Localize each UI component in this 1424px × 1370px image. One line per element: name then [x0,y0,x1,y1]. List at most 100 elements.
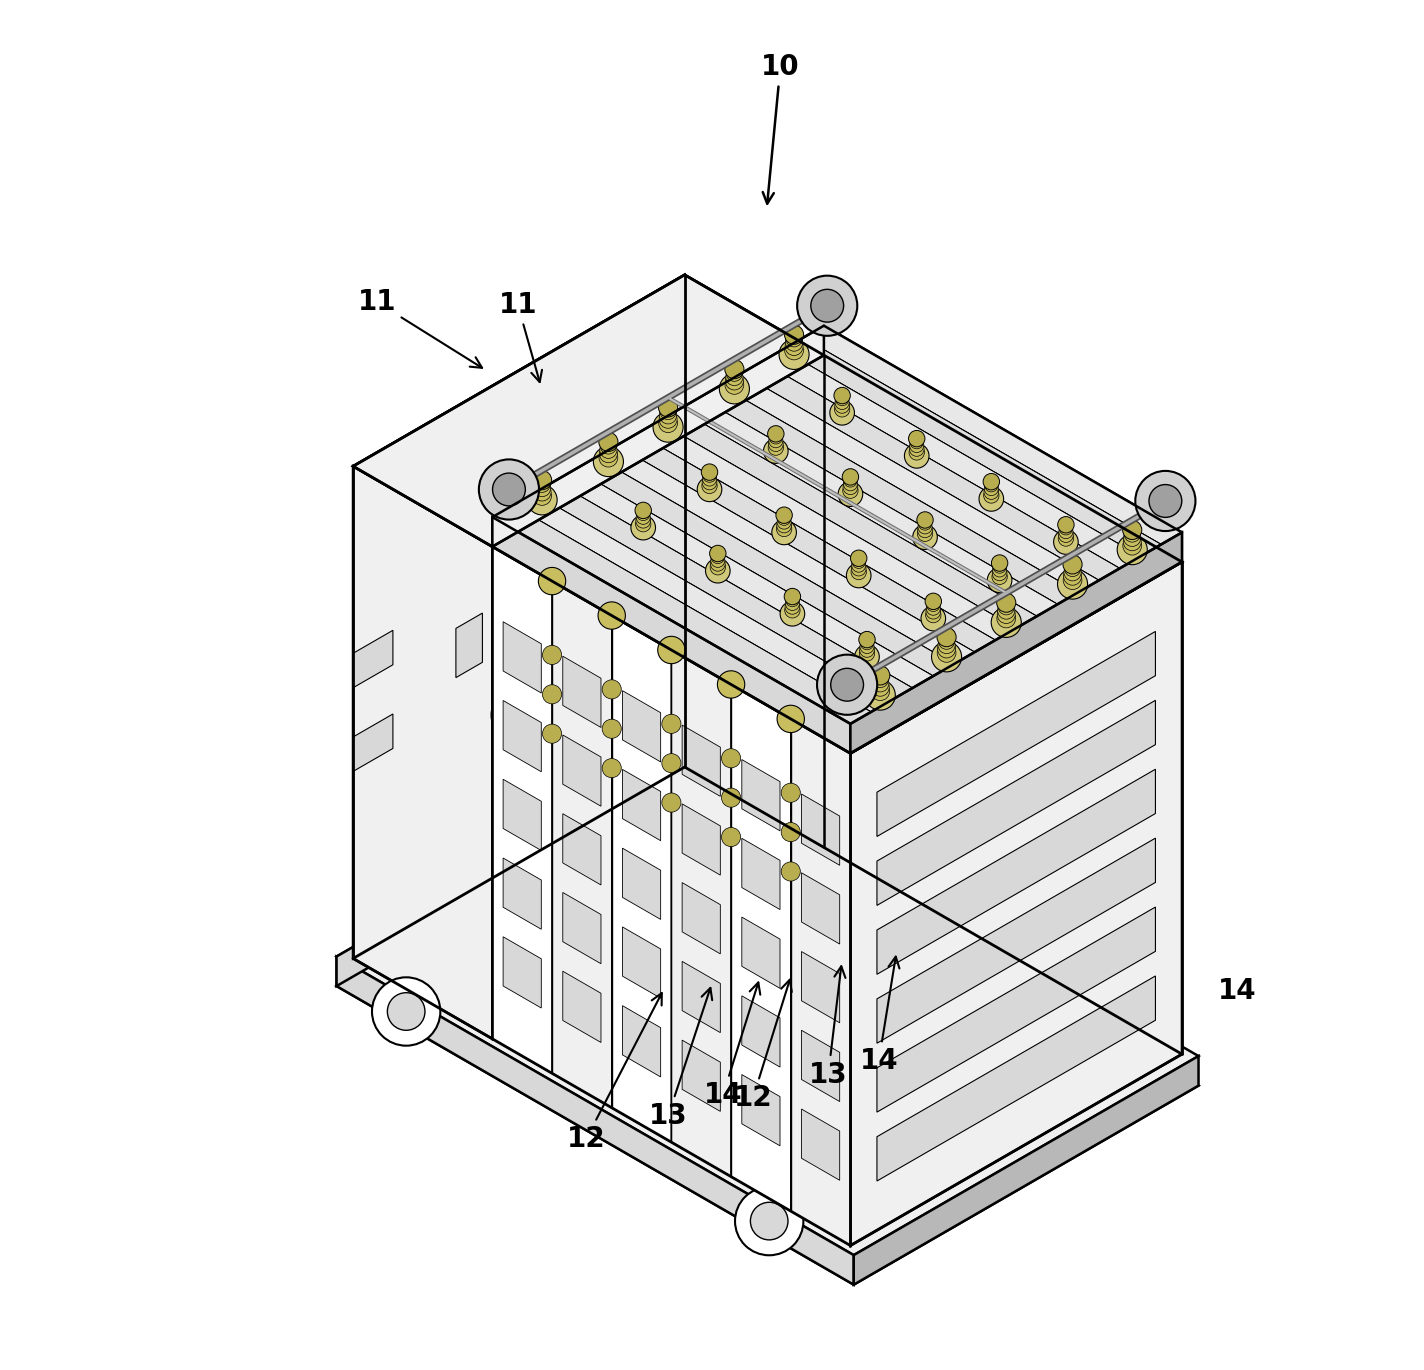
Circle shape [602,759,621,778]
Polygon shape [682,882,721,954]
Circle shape [769,437,783,452]
Polygon shape [638,433,995,670]
Circle shape [852,555,866,569]
Circle shape [709,545,726,562]
Polygon shape [790,719,850,1245]
Polygon shape [740,362,1119,581]
Circle shape [866,680,896,710]
Polygon shape [721,374,1099,592]
Polygon shape [682,725,721,796]
Polygon shape [617,433,995,652]
Polygon shape [353,714,393,771]
Circle shape [1064,567,1082,585]
Polygon shape [503,700,541,771]
Circle shape [504,700,534,730]
Circle shape [659,414,678,433]
Polygon shape [731,685,790,1211]
Circle shape [506,775,533,803]
Circle shape [659,403,676,419]
Polygon shape [622,690,661,762]
Circle shape [993,563,1007,577]
Circle shape [662,793,681,812]
Circle shape [527,485,557,515]
Polygon shape [850,562,1182,1245]
Circle shape [785,337,803,356]
Circle shape [768,440,783,455]
Circle shape [776,507,792,523]
Polygon shape [575,458,954,675]
Polygon shape [782,337,1161,556]
Polygon shape [824,326,1182,562]
Circle shape [937,640,956,658]
Circle shape [722,788,740,807]
Circle shape [654,412,684,443]
Circle shape [918,519,933,534]
Circle shape [372,977,440,1045]
Polygon shape [877,769,1155,974]
Polygon shape [742,917,780,988]
Circle shape [772,521,796,545]
Circle shape [797,275,857,336]
Polygon shape [622,1006,661,1077]
Circle shape [937,627,956,647]
Polygon shape [854,1056,1199,1285]
Polygon shape [877,632,1155,837]
Circle shape [852,562,866,575]
Polygon shape [513,493,891,712]
Polygon shape [658,422,1017,658]
Circle shape [750,1203,787,1240]
Polygon shape [877,838,1155,1043]
Circle shape [871,682,890,700]
Text: 12: 12 [567,993,662,1154]
Circle shape [702,478,718,493]
Polygon shape [353,275,685,959]
Circle shape [658,397,678,416]
Circle shape [1058,516,1074,533]
Polygon shape [336,758,1199,1255]
Circle shape [843,484,859,499]
Circle shape [711,551,725,563]
Circle shape [910,438,924,452]
Polygon shape [456,614,483,678]
Polygon shape [336,758,681,986]
Circle shape [600,445,618,463]
Circle shape [1135,471,1196,532]
Circle shape [830,400,854,425]
Polygon shape [534,493,891,729]
Text: 11: 11 [498,290,543,382]
Circle shape [997,593,1015,612]
Polygon shape [682,1040,721,1111]
Circle shape [1124,529,1141,547]
Circle shape [494,764,544,814]
Circle shape [786,334,803,351]
Circle shape [817,655,877,715]
Circle shape [543,725,561,744]
Circle shape [711,556,725,571]
Polygon shape [802,952,840,1023]
Circle shape [834,401,850,416]
Polygon shape [553,581,612,1108]
Circle shape [722,827,740,847]
Circle shape [1118,534,1148,564]
Polygon shape [742,838,780,910]
Circle shape [725,375,743,395]
Text: 13: 13 [809,966,847,1089]
Polygon shape [503,937,541,1008]
Polygon shape [762,349,1141,569]
Polygon shape [534,481,913,700]
Circle shape [1064,571,1082,589]
Circle shape [871,671,889,688]
Circle shape [991,555,1008,571]
Circle shape [602,680,621,699]
Circle shape [854,644,879,669]
Circle shape [998,601,1015,619]
Circle shape [993,566,1007,581]
Circle shape [839,482,863,507]
Polygon shape [562,814,601,885]
Circle shape [926,604,941,619]
Circle shape [533,484,551,501]
Polygon shape [503,622,541,693]
Circle shape [918,516,931,530]
Circle shape [785,325,803,344]
Circle shape [1064,560,1081,577]
